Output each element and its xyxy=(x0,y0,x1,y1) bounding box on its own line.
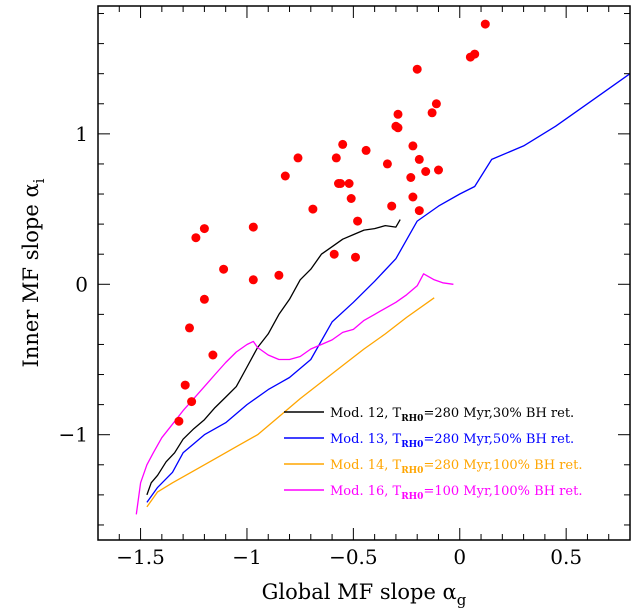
scatter-point-37 xyxy=(199,294,209,304)
x-tick-label: 0.5 xyxy=(550,545,582,569)
scatter-point-12 xyxy=(331,153,341,163)
legend-label-2: Mod. 14, TRH0=280 Myr,100% BH ret. xyxy=(330,458,582,476)
scatter-point-42 xyxy=(174,416,184,426)
legend-label-1: Mod. 13, TRH0=280 Myr,50% BH ret. xyxy=(330,432,574,450)
y-axis-title: Inner MF slope αi xyxy=(19,178,48,367)
scatter-point-11 xyxy=(338,139,348,149)
series-line-0 xyxy=(146,219,401,496)
scatter-point-21 xyxy=(344,179,354,188)
scatter-point-38 xyxy=(208,350,218,360)
scatter-point-0 xyxy=(480,19,490,29)
scatter-point-23 xyxy=(336,179,346,188)
scatter-point-41 xyxy=(187,397,197,407)
scatter-point-15 xyxy=(382,159,392,169)
x-tick-label: −1 xyxy=(232,545,261,569)
x-tick-label: −1.5 xyxy=(116,545,165,569)
axis-ticks xyxy=(97,6,631,540)
scatter-point-28 xyxy=(353,216,363,226)
x-axis-title: Global MF slope αg xyxy=(262,580,467,609)
y-axis-title-main: Inner MF slope α xyxy=(19,183,43,367)
plot-frame xyxy=(97,5,631,541)
series-lines xyxy=(135,73,631,515)
scatter-point-36 xyxy=(274,270,284,280)
scatter-point-14 xyxy=(414,154,424,164)
x-axis-title-sub: g xyxy=(457,591,467,609)
x-axis-title-main: Global MF slope α xyxy=(262,580,457,604)
legend: Mod. 12, TRH0=280 Myr,30% BH ret. Mod. 13… xyxy=(284,406,582,502)
tick-labels: −1.5 −1 −0.5 0 0.5 −1 0 1 xyxy=(59,122,583,569)
y-tick-label: −1 xyxy=(59,423,88,447)
scatter-point-9 xyxy=(408,141,418,151)
series-line-2 xyxy=(146,297,435,508)
scatter-point-24 xyxy=(408,192,418,202)
scatter-point-22 xyxy=(346,194,356,203)
scatter-point-39 xyxy=(185,323,194,333)
y-tick-label: 0 xyxy=(75,272,88,296)
scatter-point-25 xyxy=(308,204,318,214)
scatter-points xyxy=(174,19,490,426)
scatter-point-18 xyxy=(434,165,443,175)
scatter-point-3 xyxy=(412,64,422,74)
legend-label-3: Mod. 16, TRH0=100 Myr,100% BH ret. xyxy=(330,484,582,502)
scatter-point-5 xyxy=(427,108,437,118)
series-line-3 xyxy=(135,273,454,515)
x-tick-label: −0.5 xyxy=(329,545,378,569)
scatter-point-2 xyxy=(465,52,475,62)
scatter-point-30 xyxy=(199,224,209,234)
scatter-point-32 xyxy=(329,249,339,259)
series-line-1 xyxy=(146,73,631,503)
scatter-point-26 xyxy=(387,201,397,211)
scatter-point-40 xyxy=(180,380,190,390)
scatter-point-17 xyxy=(421,167,431,176)
scatter-point-10 xyxy=(361,145,371,155)
scatter-point-8 xyxy=(393,123,403,133)
legend-label-0: Mod. 12, TRH0=280 Myr,30% BH ret. xyxy=(330,406,574,424)
scatter-point-33 xyxy=(351,252,360,262)
scatter-point-31 xyxy=(248,222,258,232)
scatter-point-19 xyxy=(280,171,290,181)
scatter-point-35 xyxy=(248,275,258,285)
scatter-point-6 xyxy=(393,109,403,119)
scatter-point-27 xyxy=(414,206,424,216)
scatter-point-16 xyxy=(406,173,416,182)
scatter-point-13 xyxy=(293,153,303,163)
scatter-point-29 xyxy=(191,233,201,243)
y-axis-title-sub: i xyxy=(30,178,48,183)
scatter-point-4 xyxy=(431,99,441,109)
scatter-point-34 xyxy=(219,264,229,274)
y-tick-label: 1 xyxy=(75,122,88,146)
x-tick-label: 0 xyxy=(453,545,466,569)
